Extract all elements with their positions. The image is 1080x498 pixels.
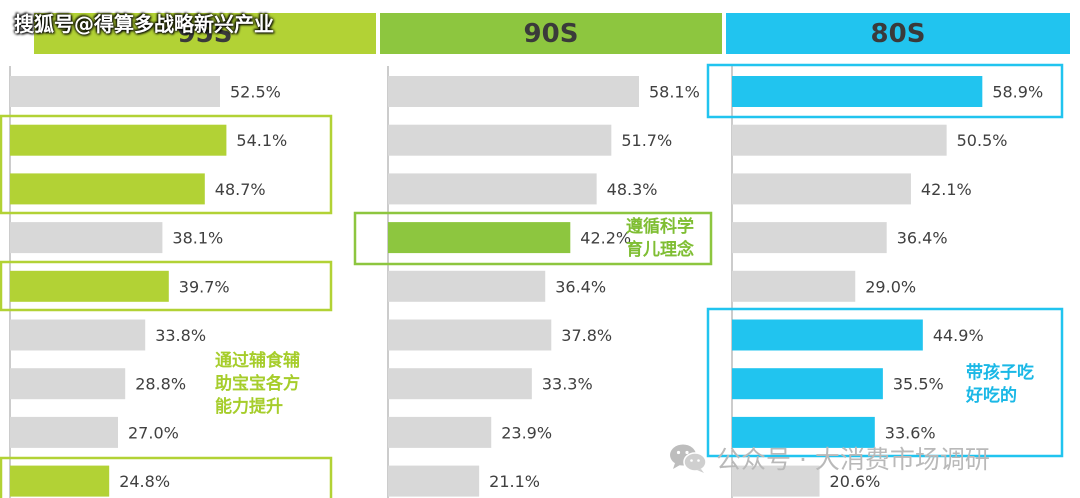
bar-95s-7 — [10, 416, 118, 448]
annotation-80s: 带孩子吃 好吃的 — [966, 363, 1034, 406]
value-label-90s-1: 51.7% — [621, 131, 672, 150]
bar-80s-1 — [732, 124, 947, 156]
value-label-95s-1: 54.1% — [236, 131, 287, 150]
value-label-90s-3: 42.2% — [580, 229, 631, 248]
header-80s: 80S — [726, 13, 1070, 54]
highlight-box-95s-1 — [0, 260, 333, 312]
value-label-90s-4: 36.4% — [555, 277, 606, 296]
annotation-90s: 遵循科学 育儿理念 — [626, 217, 694, 260]
value-label-90s-0: 58.1% — [649, 83, 700, 102]
value-label-80s-3: 36.4% — [897, 229, 948, 248]
header-90s: 90S — [380, 13, 722, 54]
wechat-watermark-text: 公众号 · 大消费市场调研 — [716, 445, 990, 474]
value-label-80s-6: 35.5% — [893, 375, 944, 394]
bar-95s-6 — [10, 368, 126, 400]
bar-95s-4 — [10, 270, 169, 302]
bar-90s-5 — [388, 319, 552, 351]
bar-80s-5 — [732, 319, 923, 351]
bar-95s-3 — [10, 222, 163, 254]
bar-80s-2 — [732, 173, 911, 205]
value-label-80s-5: 44.9% — [933, 326, 984, 345]
highlight-box-95s-0 — [0, 114, 333, 215]
highlight-box-80s-0 — [706, 63, 1064, 119]
wechat-icon — [670, 444, 707, 473]
bar-80s-3 — [732, 222, 887, 254]
header-90s-label: 90S — [523, 18, 579, 49]
value-label-95s-0: 52.5% — [230, 83, 281, 102]
bar-95s-8 — [10, 465, 110, 497]
header-95s-label: 95S — [177, 18, 233, 49]
bar-95s-1 — [10, 124, 227, 156]
value-label-90s-7: 23.9% — [501, 423, 552, 442]
bar-90s-1 — [388, 124, 612, 156]
header-80s-label: 80S — [870, 18, 926, 49]
wechat-watermark: 公众号 · 大消费市场调研 — [668, 440, 990, 476]
value-label-80s-0: 58.9% — [992, 83, 1043, 102]
value-label-95s-2: 48.7% — [215, 180, 266, 199]
highlight-box-95s-2 — [0, 456, 333, 498]
sohu-watermark: 搜狐号@得算多战略新兴产业 — [14, 12, 274, 36]
bar-90s-7 — [388, 416, 492, 448]
bar-80s-0 — [732, 76, 983, 107]
bar-90s-3 — [388, 222, 571, 254]
bar-90s-8 — [388, 465, 480, 497]
value-label-95s-7: 27.0% — [128, 423, 179, 442]
bar-80s-6 — [732, 368, 883, 400]
value-label-95s-4: 39.7% — [179, 277, 230, 296]
bar-90s-4 — [388, 270, 546, 302]
bar-90s-0 — [388, 76, 639, 107]
value-label-80s-7: 33.6% — [885, 423, 936, 442]
value-label-90s-6: 33.3% — [542, 375, 593, 394]
value-label-80s-8: 20.6% — [830, 472, 881, 491]
value-label-95s-3: 38.1% — [172, 229, 223, 248]
bar-80s-7 — [732, 416, 875, 448]
annotation-95s: 通过辅食辅 助宝宝各方 能力提升 — [215, 351, 300, 417]
value-label-95s-8: 24.8% — [119, 472, 170, 491]
value-label-90s-2: 48.3% — [607, 180, 658, 199]
bar-95s-2 — [10, 173, 205, 205]
bar-90s-6 — [388, 368, 532, 400]
header-95s: 95S — [34, 13, 376, 54]
value-label-80s-4: 29.0% — [865, 277, 916, 296]
highlight-box-90s-0 — [353, 211, 713, 266]
bar-80s-4 — [732, 270, 856, 302]
bar-90s-2 — [388, 173, 597, 205]
bar-95s-5 — [10, 319, 146, 351]
value-label-90s-8: 21.1% — [489, 472, 540, 491]
bar-95s-0 — [10, 76, 220, 107]
value-label-80s-1: 50.5% — [957, 131, 1008, 150]
highlight-box-80s-1 — [706, 307, 1064, 458]
bar-80s-8 — [732, 465, 820, 497]
value-label-80s-2: 42.1% — [921, 180, 972, 199]
value-label-95s-5: 33.8% — [155, 326, 206, 345]
value-label-90s-5: 37.8% — [561, 326, 612, 345]
value-label-95s-6: 28.8% — [135, 375, 186, 394]
